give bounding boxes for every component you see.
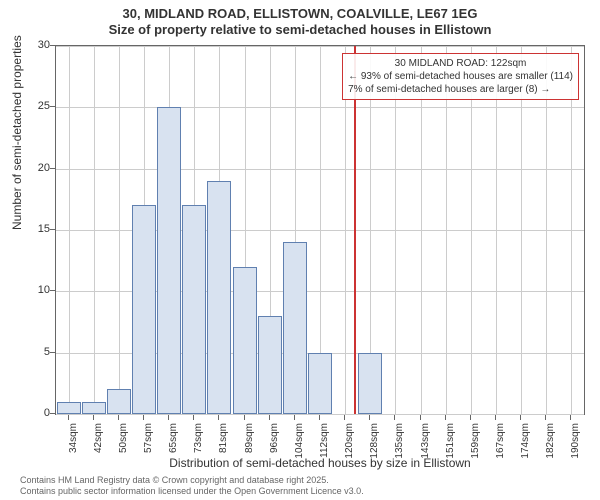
- gridline-v: [119, 46, 120, 414]
- ytick-mark: [50, 106, 55, 107]
- histogram-bar: [308, 353, 332, 414]
- marker-line: [354, 46, 356, 414]
- ytick-mark: [50, 290, 55, 291]
- xtick-label: 81sqm: [218, 423, 229, 463]
- xtick-label: 182sqm: [545, 423, 556, 463]
- xtick-mark: [570, 415, 571, 420]
- xtick-mark: [269, 415, 270, 420]
- xtick-mark: [394, 415, 395, 420]
- annotation-line: 7% of semi-detached houses are larger (8…: [348, 83, 573, 96]
- xtick-mark: [93, 415, 94, 420]
- annotation-line: ← 93% of semi-detached houses are smalle…: [348, 70, 573, 83]
- gridline-v: [446, 46, 447, 414]
- xtick-mark: [193, 415, 194, 420]
- xtick-label: 50sqm: [118, 423, 129, 463]
- xtick-mark: [319, 415, 320, 420]
- xtick-label: 167sqm: [495, 423, 506, 463]
- histogram-bar: [233, 267, 257, 414]
- xtick-label: 120sqm: [344, 423, 355, 463]
- histogram-bar: [207, 181, 231, 414]
- annotation-line: 30 MIDLAND ROAD: 122sqm: [348, 57, 573, 70]
- xtick-mark: [118, 415, 119, 420]
- xtick-label: 104sqm: [294, 423, 305, 463]
- ytick-label: 30: [20, 39, 50, 51]
- histogram-bar: [283, 242, 307, 414]
- annotation-box: 30 MIDLAND ROAD: 122sqm← 93% of semi-det…: [342, 53, 579, 100]
- gridline-v: [345, 46, 346, 414]
- xtick-label: 96sqm: [269, 423, 280, 463]
- ytick-label: 10: [20, 284, 50, 296]
- ytick-mark: [50, 168, 55, 169]
- xtick-mark: [294, 415, 295, 420]
- footer-line1: Contains HM Land Registry data © Crown c…: [20, 475, 364, 486]
- ytick-label: 0: [20, 407, 50, 419]
- gridline-v: [69, 46, 70, 414]
- xtick-mark: [143, 415, 144, 420]
- gridline-v: [94, 46, 95, 414]
- xtick-label: 112sqm: [319, 423, 330, 463]
- ytick-mark: [50, 352, 55, 353]
- xtick-mark: [545, 415, 546, 420]
- xtick-label: 159sqm: [470, 423, 481, 463]
- xtick-mark: [68, 415, 69, 420]
- histogram-chart: 30, MIDLAND ROAD, ELLISTOWN, COALVILLE, …: [0, 0, 600, 500]
- gridline-v: [521, 46, 522, 414]
- xtick-mark: [470, 415, 471, 420]
- chart-title-line2: Size of property relative to semi-detach…: [0, 22, 600, 37]
- gridline-v: [571, 46, 572, 414]
- xtick-mark: [495, 415, 496, 420]
- histogram-bar: [157, 107, 181, 414]
- ytick-mark: [50, 413, 55, 414]
- histogram-bar: [107, 389, 131, 414]
- xtick-label: 151sqm: [445, 423, 456, 463]
- xtick-label: 73sqm: [193, 423, 204, 463]
- xtick-label: 143sqm: [420, 423, 431, 463]
- xtick-label: 174sqm: [520, 423, 531, 463]
- xtick-mark: [244, 415, 245, 420]
- xtick-label: 42sqm: [93, 423, 104, 463]
- footer-attribution: Contains HM Land Registry data © Crown c…: [20, 475, 364, 497]
- xtick-mark: [420, 415, 421, 420]
- xtick-label: 65sqm: [168, 423, 179, 463]
- xtick-mark: [369, 415, 370, 420]
- gridline-v: [395, 46, 396, 414]
- xtick-label: 57sqm: [143, 423, 154, 463]
- xtick-mark: [445, 415, 446, 420]
- xtick-label: 89sqm: [244, 423, 255, 463]
- y-axis-label: Number of semi-detached properties: [10, 35, 24, 230]
- xtick-mark: [218, 415, 219, 420]
- xtick-mark: [520, 415, 521, 420]
- xtick-mark: [344, 415, 345, 420]
- xtick-label: 34sqm: [68, 423, 79, 463]
- ytick-mark: [50, 45, 55, 46]
- histogram-bar: [82, 402, 106, 414]
- histogram-bar: [258, 316, 282, 414]
- xtick-label: 135sqm: [394, 423, 405, 463]
- gridline-v: [546, 46, 547, 414]
- ytick-label: 25: [20, 100, 50, 112]
- ytick-label: 5: [20, 346, 50, 358]
- xtick-label: 128sqm: [369, 423, 380, 463]
- gridline-v: [471, 46, 472, 414]
- histogram-bar: [132, 205, 156, 414]
- histogram-bar: [358, 353, 382, 414]
- ytick-label: 15: [20, 223, 50, 235]
- gridline-v: [496, 46, 497, 414]
- plot-area: [55, 45, 585, 415]
- gridline-v: [421, 46, 422, 414]
- xtick-mark: [168, 415, 169, 420]
- ytick-mark: [50, 229, 55, 230]
- chart-title-line1: 30, MIDLAND ROAD, ELLISTOWN, COALVILLE, …: [0, 6, 600, 21]
- ytick-label: 20: [20, 162, 50, 174]
- xtick-label: 190sqm: [570, 423, 581, 463]
- histogram-bar: [57, 402, 81, 414]
- footer-line2: Contains public sector information licen…: [20, 486, 364, 497]
- gridline-h: [56, 414, 584, 415]
- histogram-bar: [182, 205, 206, 414]
